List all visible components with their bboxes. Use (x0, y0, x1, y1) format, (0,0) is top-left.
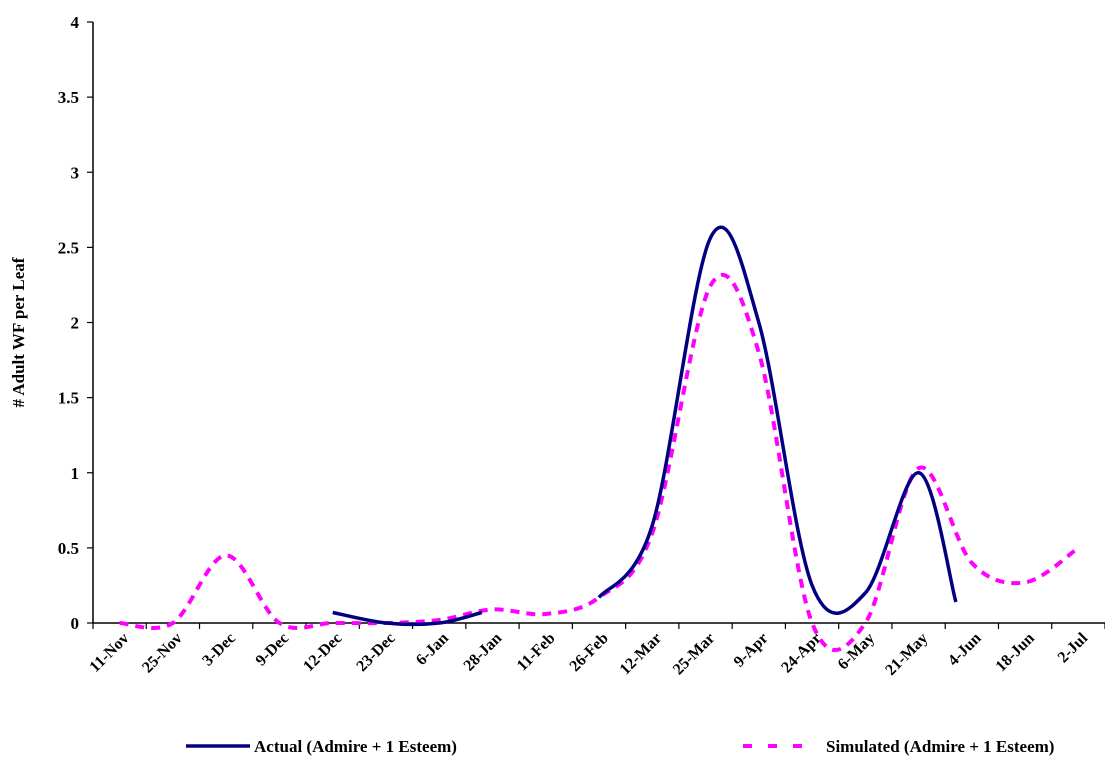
x-tick-label: 25-Mar (670, 630, 718, 678)
y-axis-ticks: 0 0.5 1 1.5 2 2.5 3 3.5 4 (58, 13, 93, 633)
x-tick-label: 12-Dec (300, 630, 345, 675)
y-tick-label: 0.5 (58, 539, 79, 558)
x-tick-label: 4-Jun (945, 630, 985, 670)
x-tick-label: 2-Jul (1055, 629, 1092, 666)
x-tick-label: 6-May (835, 630, 878, 673)
x-tick-label: 28-Jan (461, 630, 506, 675)
series-lines (119, 225, 1080, 653)
series-actual-line-segment (597, 225, 958, 616)
y-tick-label: 1 (71, 464, 80, 483)
y-tick-label: 3.5 (58, 88, 79, 107)
y-axis-label: # Adult WF per Leaf (9, 257, 28, 407)
legend: Actual (Admire + 1 Esteem) Simulated (Adm… (186, 737, 1054, 756)
y-tick-label: 2 (71, 314, 80, 333)
series-simulated-line-segment (119, 272, 1080, 653)
x-tick-label: 26-Feb (566, 630, 611, 675)
x-tick-label: 11-Feb (514, 630, 559, 675)
y-tick-label: 0 (71, 614, 80, 633)
y-tick-label: 3 (71, 163, 80, 182)
series-actual-line-segment (332, 610, 483, 627)
axes (92, 22, 1105, 624)
legend-label-simulated: Simulated (Admire + 1 Esteem) (826, 737, 1054, 756)
x-tick-label: 6-Jan (413, 630, 452, 669)
x-tick-label: 21-May (882, 630, 931, 679)
y-tick-label: 4 (71, 13, 80, 32)
y-tick-label: 2.5 (58, 238, 79, 257)
x-tick-label: 11-Nov (86, 630, 132, 676)
x-tick-label: 3-Dec (199, 630, 239, 670)
x-tick-label: 25-Nov (139, 630, 186, 677)
y-tick-label: 1.5 (58, 389, 79, 408)
x-tick-label: 24-Apr (778, 630, 825, 677)
x-tick-label: 9-Apr (731, 630, 772, 671)
x-tick-label: 9-Dec (253, 630, 293, 670)
x-tick-label: 12-Mar (617, 630, 665, 678)
x-tick-label: 23-Dec (353, 630, 398, 675)
legend-label-actual: Actual (Admire + 1 Esteem) (254, 737, 457, 756)
x-tick-label: 18-Jun (993, 630, 1038, 675)
x-axis-ticks: 11-Nov 25-Nov 3-Dec 9-Dec 12-Dec 23-Dec 6-Jan 2… (86, 623, 1105, 679)
